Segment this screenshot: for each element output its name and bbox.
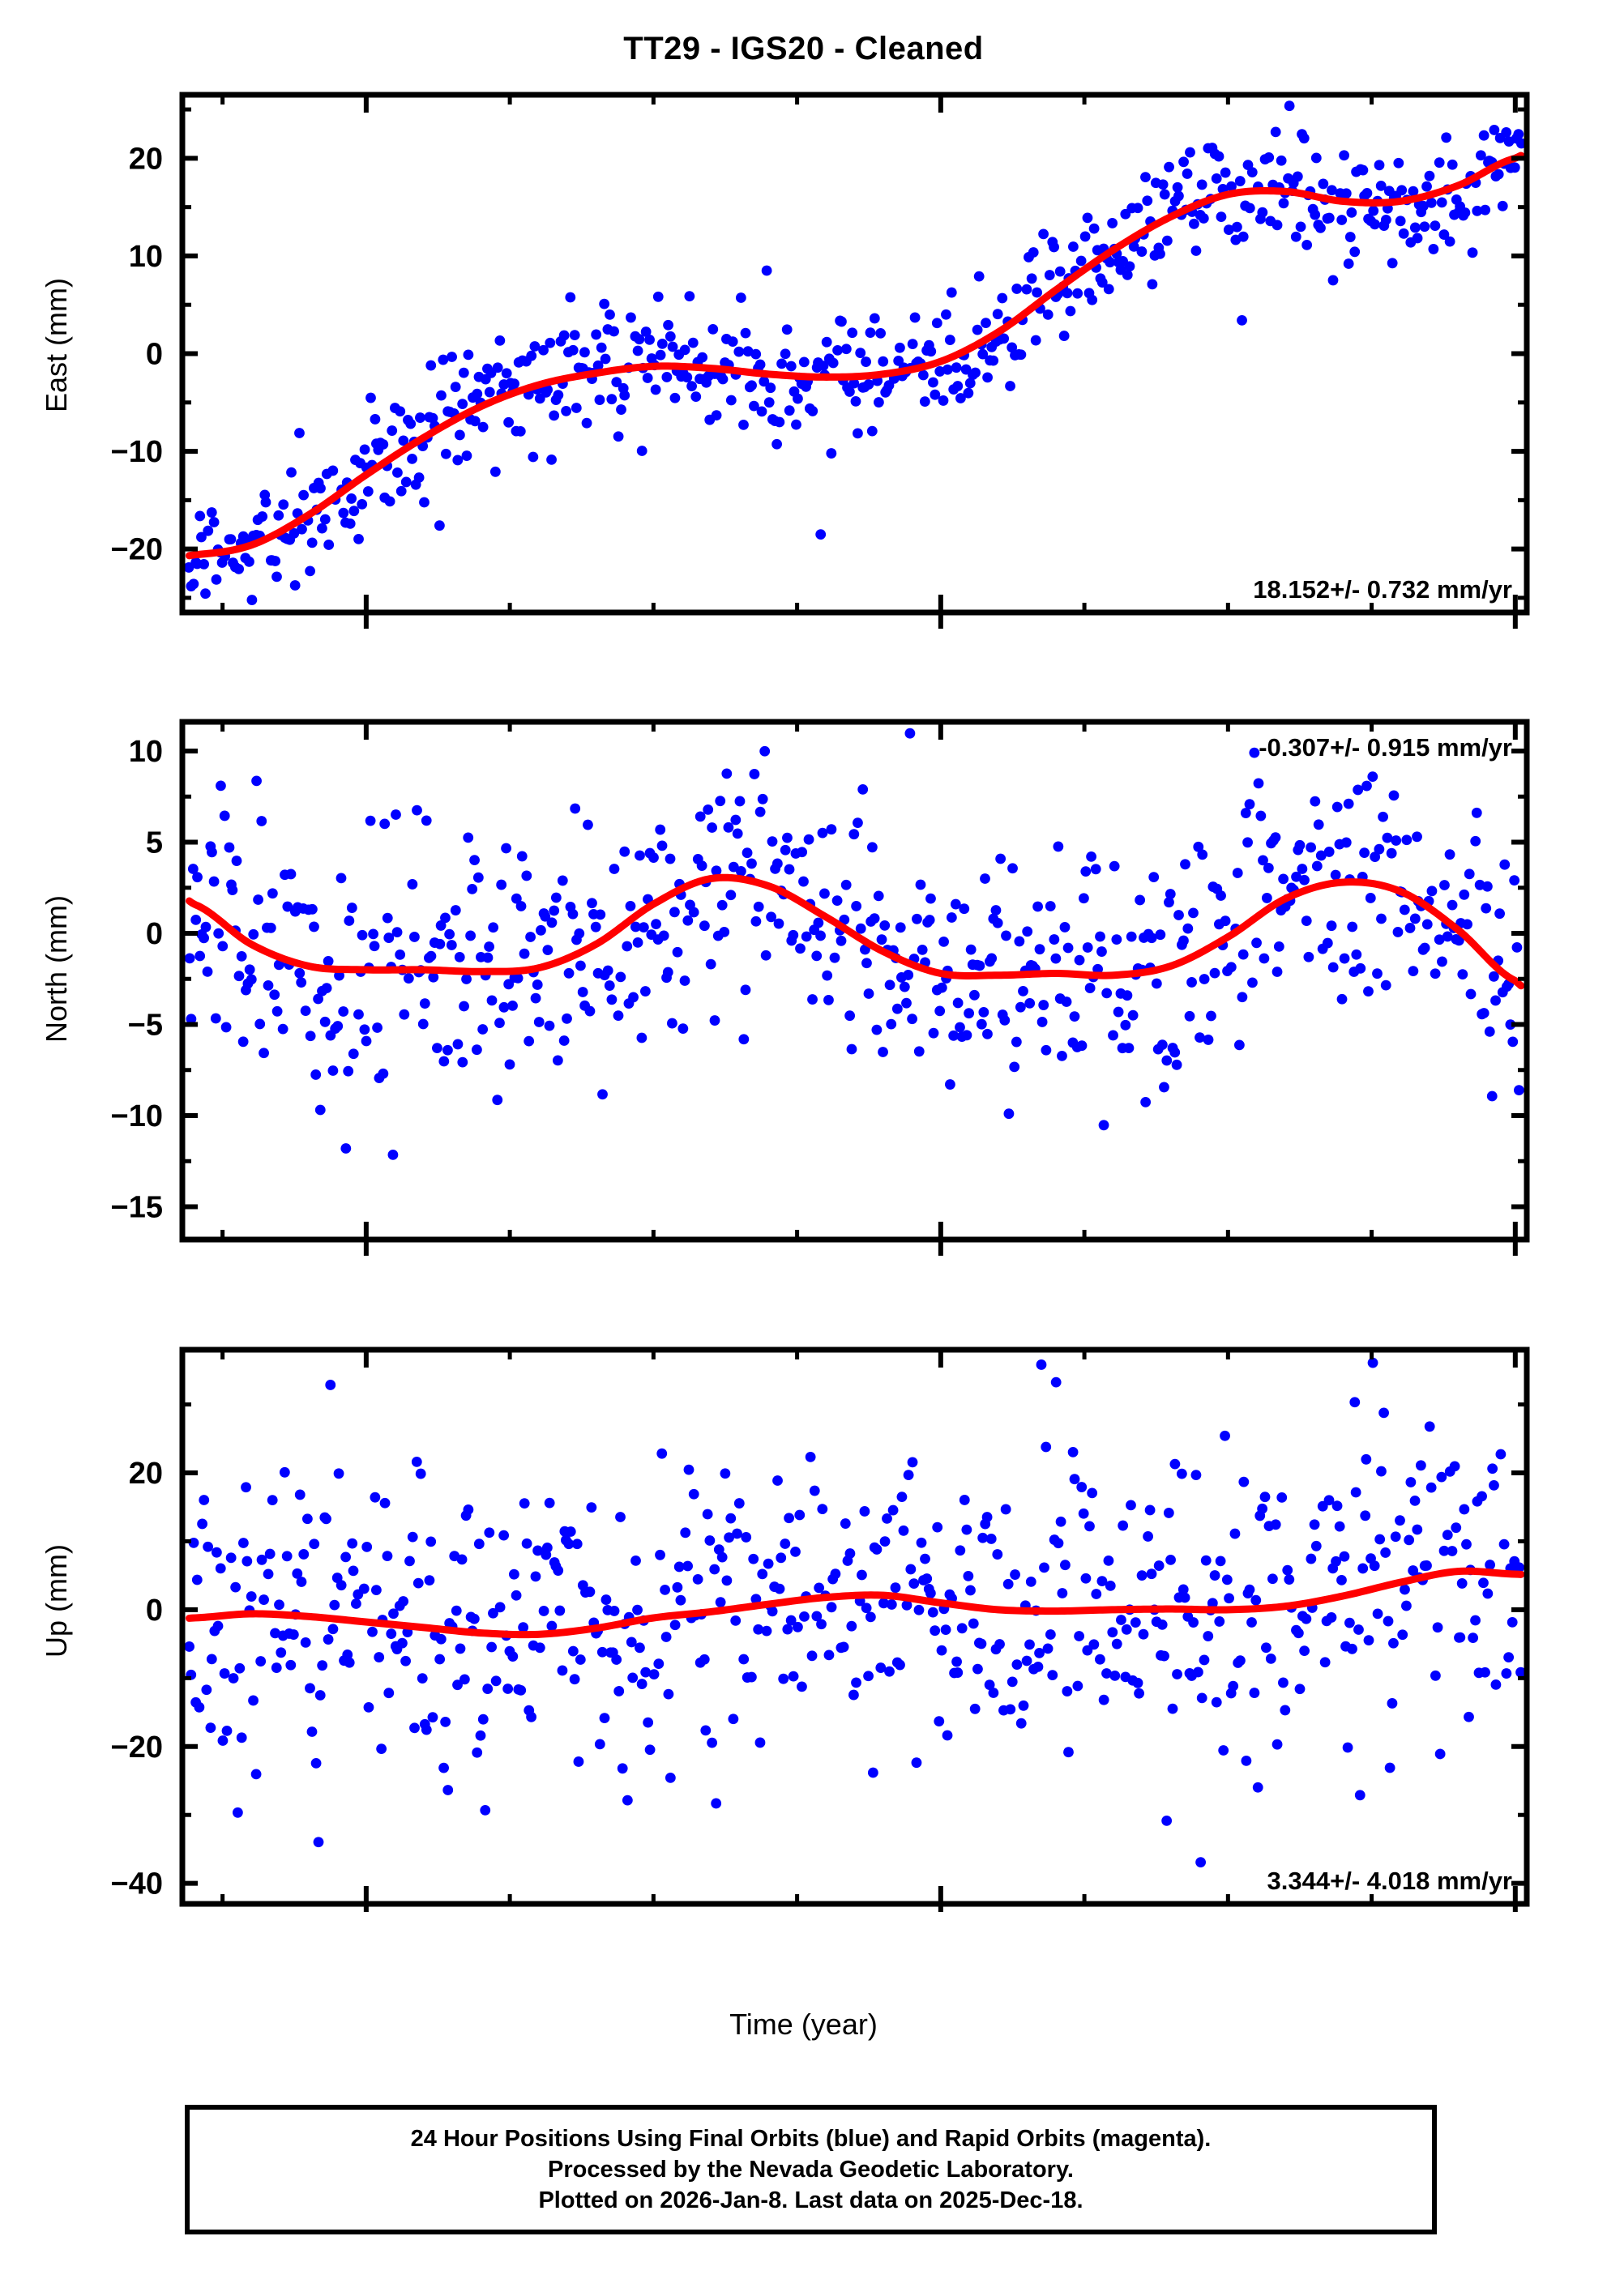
y-axis-label-up: Up (mm) [40,1544,73,1658]
svg-text:20: 20 [129,1457,163,1491]
trend-line [186,1567,1525,1639]
trend-line [186,152,1525,560]
svg-text:−20: −20 [111,1731,163,1765]
x-axis-ticks [220,722,1518,1256]
footer-line-1: 24 Hour Positions Using Final Orbits (bl… [410,2125,1212,2152]
plot-frame [179,1346,1530,1907]
svg-text:0: 0 [146,338,163,372]
svg-text:−10: −10 [111,435,163,469]
plot-frame [179,92,1530,616]
footer-caption-box: 24 Hour Positions Using Final Orbits (bl… [185,2105,1437,2234]
plot-frame [179,719,1530,1243]
scatter-points [183,100,1527,605]
svg-text:20: 20 [129,142,163,176]
footer-line-3: Plotted on 2026-Jan-8. Last data on 2025… [538,2187,1083,2214]
y-axis-ticks: 20 0 −20 −40 [111,1402,1527,1901]
svg-text:5: 5 [146,826,163,860]
svg-text:−20: −20 [111,533,163,567]
x-axis-tick-labels: 2024 2025 2026 [330,642,1551,644]
svg-text:10: 10 [129,735,163,769]
svg-text:0: 0 [146,1594,163,1628]
svg-text:0: 0 [146,917,163,951]
y-axis-label-east: East (mm) [40,278,73,412]
x-axis-label: Time (year) [729,2008,878,2041]
y-axis-label-north: North (mm) [40,895,73,1043]
svg-text:2026: 2026 [1479,642,1551,644]
x-axis-ticks [220,1350,1518,1912]
svg-text:−10: −10 [111,1099,163,1133]
svg-text:2024: 2024 [330,642,403,644]
page-title: TT29 - IGS20 - Cleaned [623,31,984,66]
rate-annotation-east: 18.152+/- 0.732 mm/yr [1253,575,1512,604]
panel-east: 20 10 0 −10 −20 2024 2025 2026 18.152+/- 0.732 m… [0,77,1607,644]
rate-annotation-up: 3.344+/- 4.018 mm/yr [1267,1867,1512,1895]
panel-up: 200−20−402024202520263.344+/- 4.018 mm/y… [0,1329,1607,1912]
svg-text:−40: −40 [111,1867,163,1901]
scatter-points [184,1357,1526,1868]
svg-text:−15: −15 [111,1191,163,1225]
rate-annotation-north: -0.307+/- 0.915 mm/yr [1259,733,1512,762]
trend-line [186,873,1525,990]
panel-up-svg: 200−20−402024202520263.344+/- 4.018 mm/y… [111,1346,1530,1912]
footer-line-2: Processed by the Nevada Geodetic Laborat… [548,2156,1074,2183]
y-axis-ticks: 10 5 0 −5 −10 −15 [111,735,1527,1225]
panel-east-svg: 20 10 0 −10 −20 2024 2025 2026 18.152+/- 0.732 m… [111,92,1551,644]
y-axis-ticks: 20 10 0 −10 −20 [111,107,1527,600]
scatter-points [184,728,1524,1160]
svg-text:−5: −5 [128,1009,163,1043]
x-axis-ticks [220,95,1518,629]
svg-text:2025: 2025 [904,642,977,644]
svg-text:10: 10 [129,240,163,274]
